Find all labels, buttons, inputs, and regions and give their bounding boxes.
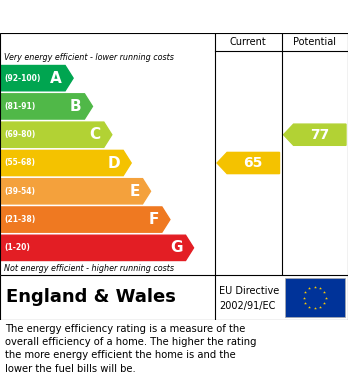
Polygon shape (0, 235, 193, 260)
Text: The energy efficiency rating is a measure of the
overall efficiency of a home. T: The energy efficiency rating is a measur… (5, 324, 256, 373)
Text: D: D (108, 156, 120, 170)
Polygon shape (217, 152, 279, 174)
Text: Potential: Potential (293, 37, 336, 47)
Text: Energy Efficiency Rating: Energy Efficiency Rating (10, 9, 232, 24)
Text: 77: 77 (310, 128, 330, 142)
Polygon shape (0, 179, 151, 204)
Text: (81-91): (81-91) (4, 102, 35, 111)
Polygon shape (0, 122, 112, 147)
Text: (39-54): (39-54) (4, 187, 35, 196)
Text: Very energy efficient - lower running costs: Very energy efficient - lower running co… (4, 53, 174, 62)
Text: G: G (170, 240, 183, 255)
Text: (1-20): (1-20) (4, 243, 30, 252)
Polygon shape (284, 124, 346, 145)
Text: (69-80): (69-80) (4, 130, 35, 139)
Text: A: A (50, 71, 62, 86)
Text: (21-38): (21-38) (4, 215, 35, 224)
Text: 65: 65 (244, 156, 263, 170)
Polygon shape (0, 151, 131, 176)
Polygon shape (0, 207, 170, 232)
Text: Current: Current (230, 37, 267, 47)
Text: (92-100): (92-100) (4, 74, 40, 83)
Text: C: C (90, 127, 101, 142)
Text: B: B (70, 99, 81, 114)
Bar (285, 278, 345, 317)
Text: Not energy efficient - higher running costs: Not energy efficient - higher running co… (4, 264, 174, 273)
Text: (55-68): (55-68) (4, 158, 35, 167)
Polygon shape (0, 66, 73, 91)
Text: E: E (129, 184, 140, 199)
Text: F: F (149, 212, 159, 227)
Polygon shape (0, 94, 93, 119)
Text: 2002/91/EC: 2002/91/EC (219, 301, 275, 310)
Text: EU Directive: EU Directive (219, 286, 279, 296)
Text: England & Wales: England & Wales (6, 289, 176, 307)
